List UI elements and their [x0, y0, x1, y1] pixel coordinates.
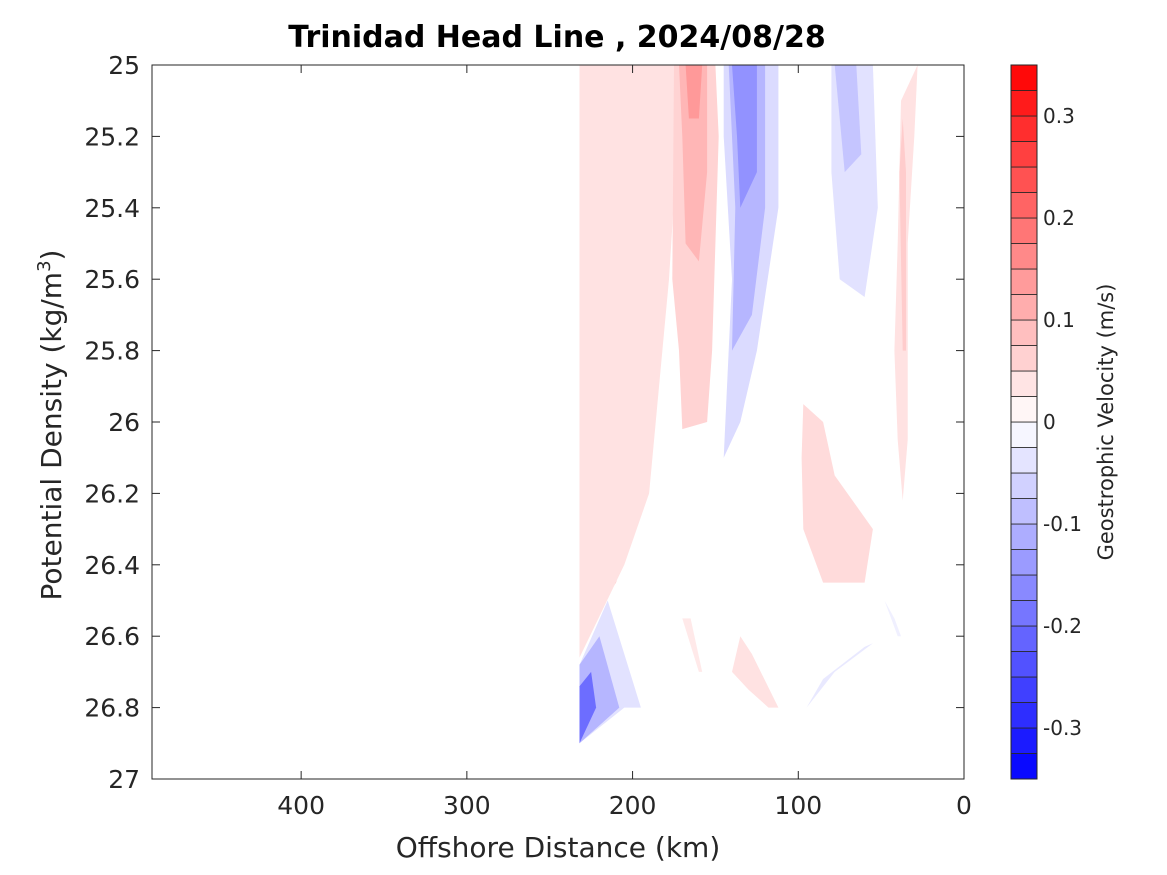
colorbar-swatch [1010, 192, 1038, 219]
colorbar-swatch [1010, 472, 1038, 499]
y-tick-label: 25.8 [84, 337, 140, 366]
colorbar-frame [1010, 64, 1038, 780]
colorbar-swatch [1010, 421, 1038, 448]
y-tick-label: 26.2 [84, 479, 140, 508]
colorbar-tick-label: -0.3 [1043, 716, 1082, 740]
colorbar-swatch [1010, 651, 1038, 678]
x-tick-label: 100 [774, 791, 822, 820]
colorbar [1010, 64, 1038, 780]
contour-region-4 [579, 65, 683, 658]
y-tick-label: 25.4 [84, 194, 140, 223]
y-axis-label-main: Potential Density (kg/m [35, 272, 68, 601]
contour-fill-layer [579, 65, 918, 744]
colorbar-swatch [1010, 702, 1038, 729]
colorbar-tick-label: 0.1 [1043, 308, 1075, 332]
contour-region-22 [884, 600, 901, 637]
colorbar-tick-label: 0 [1043, 410, 1056, 434]
y-axis-ticks: 25 25.2 25.4 25.6 25.8 26 26.2 26.4 26.6 26.8 27 [84, 51, 964, 794]
colorbar-swatch [1010, 141, 1038, 168]
colorbar-ticks: 0.3 0.2 0.1 0 -0.1 -0.2 -0.3 [1043, 104, 1082, 740]
colorbar-swatch [1010, 64, 1038, 91]
colorbar-tick-label: 0.3 [1043, 104, 1075, 128]
colorbar-swatch [1010, 498, 1038, 525]
colorbar-swatch [1010, 447, 1038, 474]
chart-title: Trinidad Head Line , 2024/08/28 [288, 20, 825, 55]
y-tick-label: 26 [108, 408, 140, 437]
x-tick-label: 400 [277, 791, 325, 820]
colorbar-swatch [1010, 243, 1038, 270]
colorbar-swatch [1010, 574, 1038, 601]
colorbar-swatch [1010, 345, 1038, 372]
colorbar-swatch [1010, 268, 1038, 295]
colorbar-tick-label: -0.1 [1043, 512, 1082, 536]
y-axis-label-close: ) [35, 250, 68, 261]
y-tick-label: 26.4 [84, 551, 140, 580]
contour-region-15 [834, 65, 862, 173]
contour-region-9 [679, 65, 708, 262]
y-tick-label: 27 [108, 765, 140, 794]
y-tick-label: 26.8 [84, 694, 140, 723]
y-tick-label: 25.6 [84, 265, 140, 294]
contour-region-17 [899, 118, 906, 351]
contour-region-10 [685, 65, 703, 119]
x-tick-label: 200 [609, 791, 657, 820]
colorbar-swatch [1010, 727, 1038, 754]
contour-region-7 [579, 671, 597, 744]
colorbar-swatch [1010, 90, 1038, 117]
y-axis-label-sup: 3 [34, 260, 55, 271]
x-tick-label: 0 [956, 791, 972, 820]
x-axis-ticks: 400 300 200 100 0 [277, 65, 972, 820]
contour-region-19 [682, 618, 703, 672]
colorbar-swatch [1010, 600, 1038, 627]
y-tick-label: 25 [108, 51, 140, 80]
colorbar-swatch [1010, 753, 1038, 780]
colorbar-swatch [1010, 396, 1038, 423]
colorbar-tick-label: -0.2 [1043, 614, 1082, 638]
x-tick-label: 300 [443, 791, 491, 820]
colorbar-swatch [1010, 166, 1038, 193]
colorbar-swatch [1010, 217, 1038, 244]
colorbar-swatch [1010, 549, 1038, 576]
x-axis-label: Offshore Distance (km) [396, 831, 721, 864]
contour-region-13 [732, 65, 757, 208]
contour-region-18 [801, 404, 873, 583]
y-axis-label: Potential Density (kg/m3) [34, 250, 68, 601]
colorbar-swatch [1010, 523, 1038, 550]
contour-region-20 [732, 636, 779, 708]
colorbar-swatch [1010, 370, 1038, 397]
colorbar-swatch [1010, 115, 1038, 142]
colorbar-swatch [1010, 625, 1038, 652]
y-tick-label: 26.6 [84, 622, 140, 651]
colorbar-swatch [1010, 676, 1038, 703]
y-tick-label: 25.2 [84, 122, 140, 151]
colorbar-swatch [1010, 319, 1038, 346]
colorbar-label: Geostrophic Velocity (m/s) [1094, 284, 1118, 561]
colorbar-tick-label: 0.2 [1043, 206, 1075, 230]
colorbar-swatch [1010, 294, 1038, 321]
